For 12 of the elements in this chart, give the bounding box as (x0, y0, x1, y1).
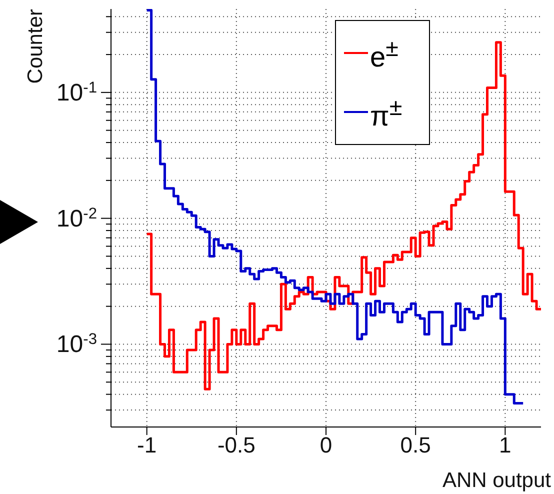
x-tick-label: 0 (320, 432, 332, 458)
x-tick-label: 1 (499, 432, 512, 458)
y-tick-label: 10$^{-1}$ (56, 78, 97, 106)
x-tick-label: -1 (137, 432, 157, 458)
legend-label: e$^{±}$ (370, 34, 398, 74)
y-tick-label: 10$^{-2}$ (56, 204, 97, 232)
legend-label: π$^{±}$ (370, 93, 402, 134)
x-axis-title: ANN output (442, 469, 552, 492)
y-tick-label: 10$^{-3}$ (56, 330, 97, 358)
x-tick-label: -0.5 (217, 432, 256, 458)
x-tick-label: 0.5 (400, 432, 431, 458)
y-axis-title: Counter (24, 9, 47, 84)
